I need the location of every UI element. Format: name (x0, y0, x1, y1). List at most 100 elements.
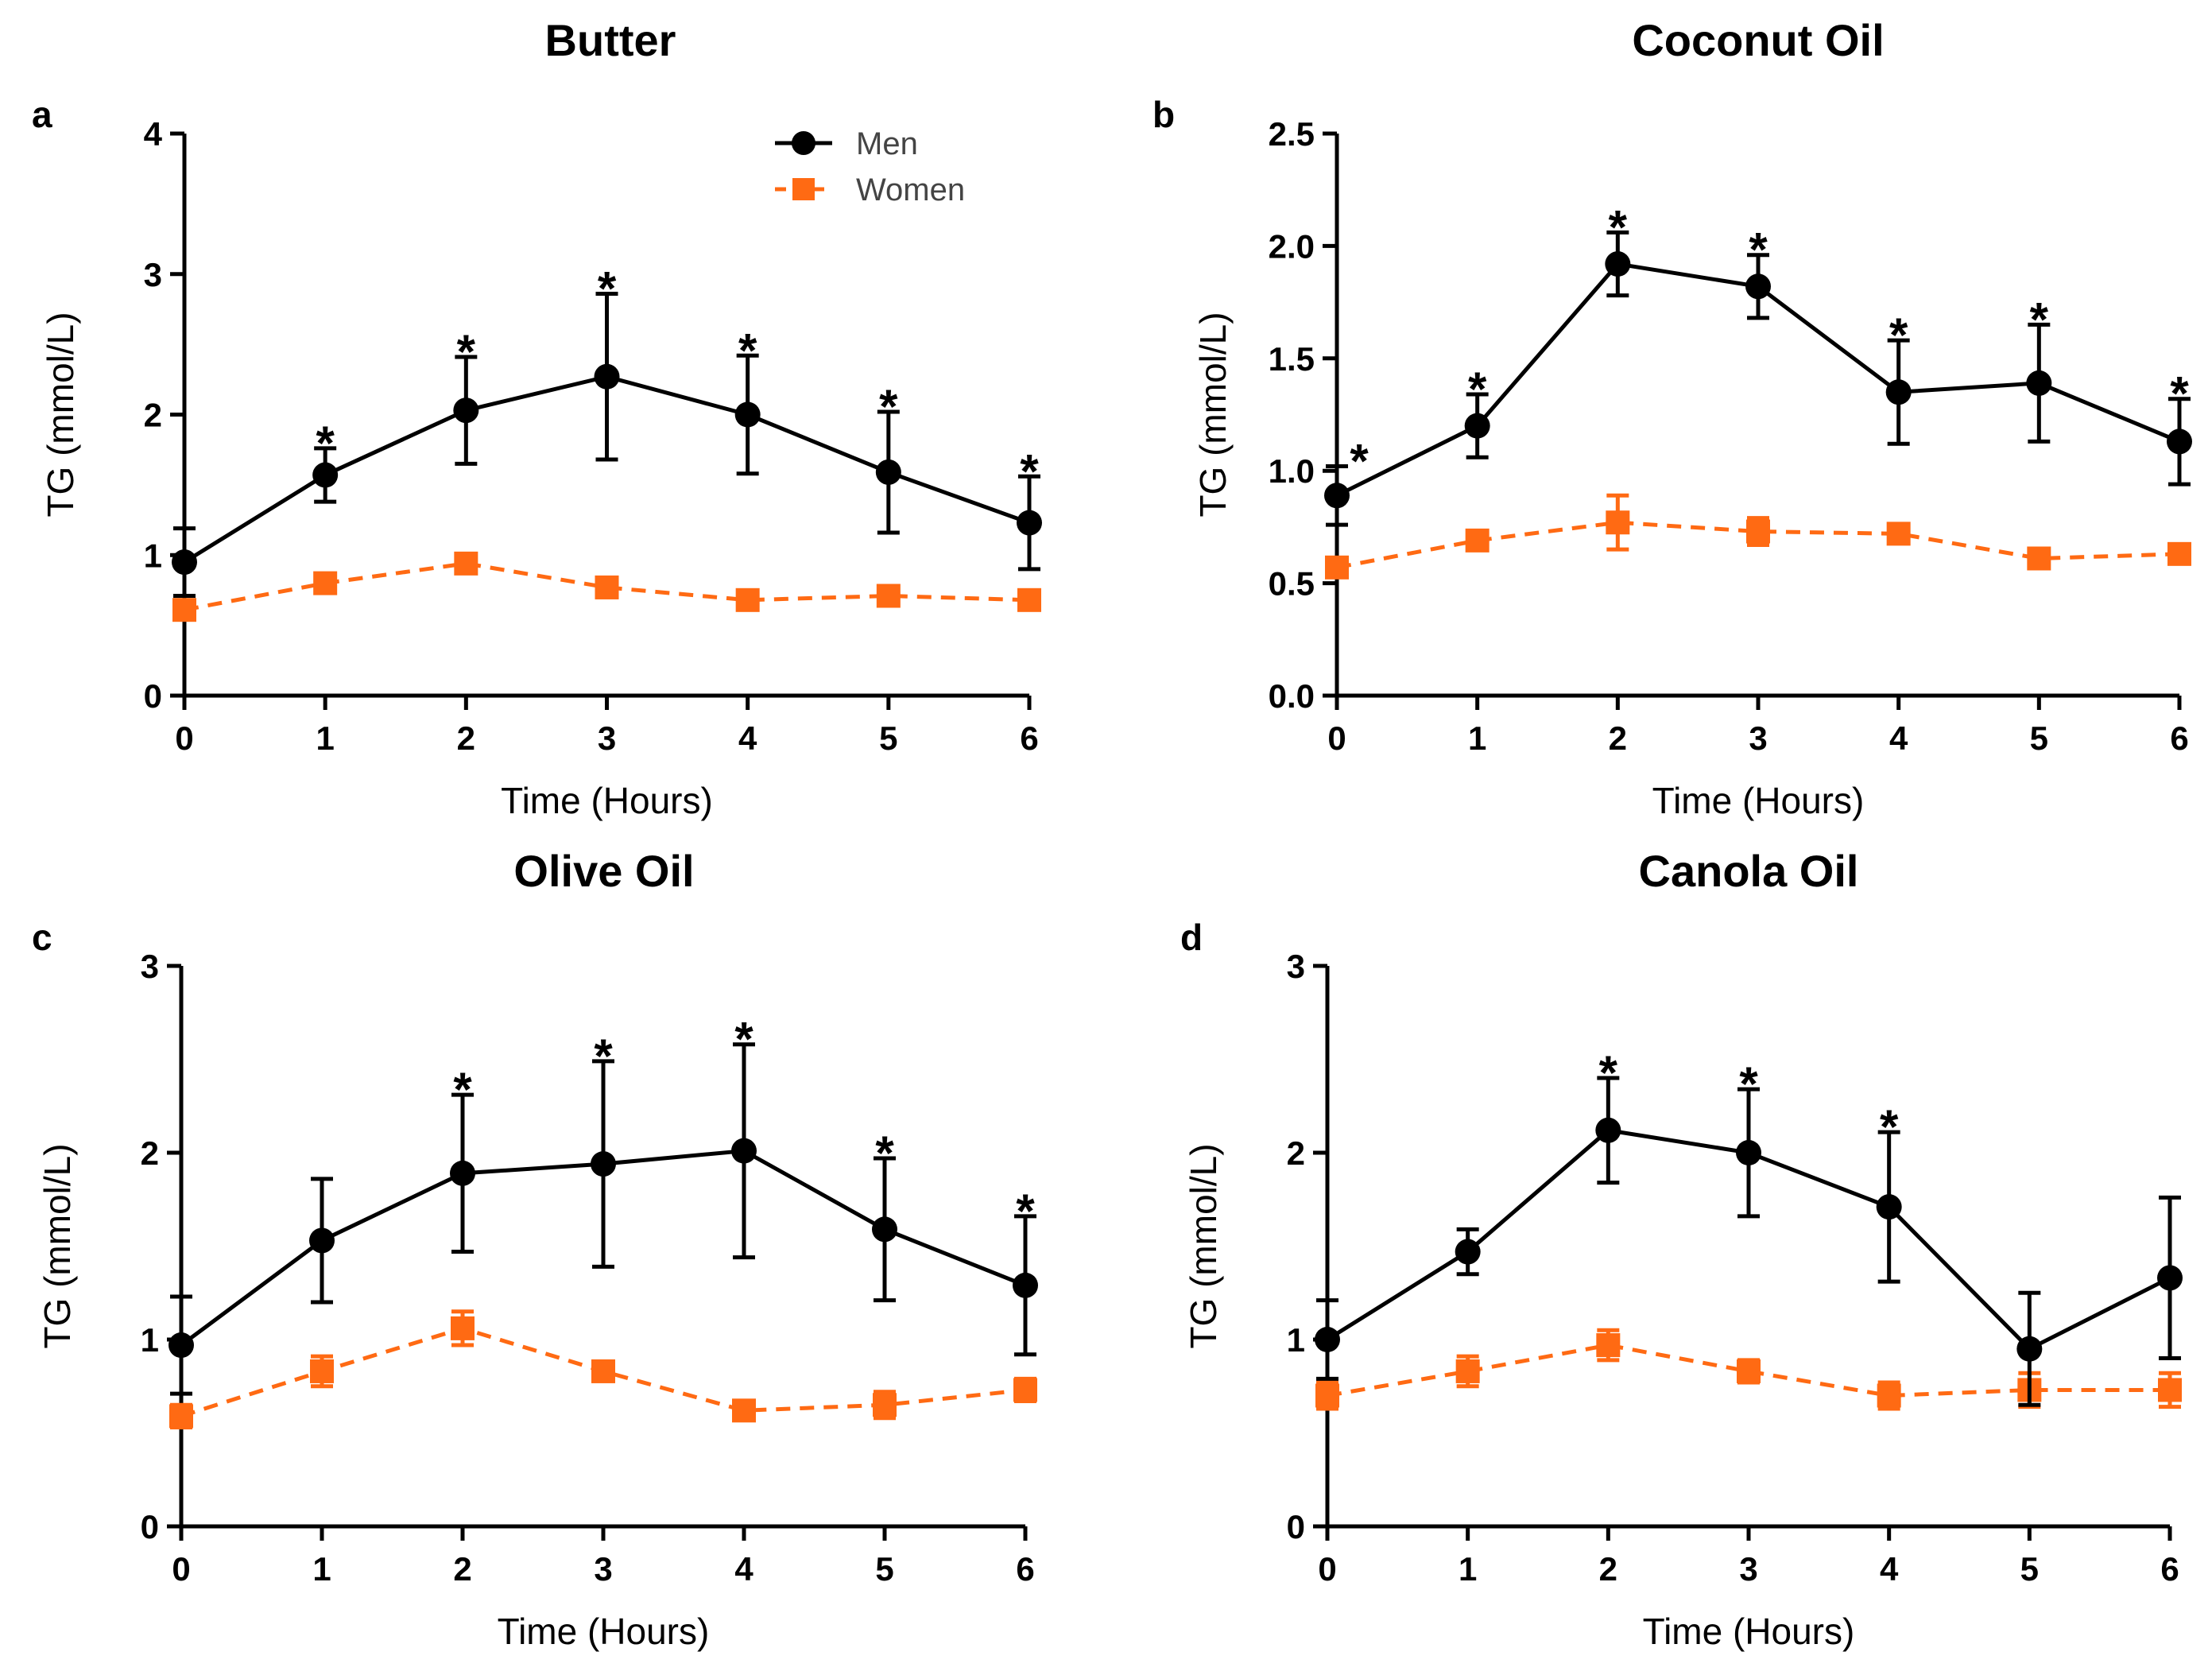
women-data-point (1596, 1333, 1621, 1358)
women-data-point (1746, 519, 1770, 544)
women-data-point (1877, 1383, 1901, 1408)
men-data-point (875, 459, 901, 485)
women-data-point (451, 1316, 475, 1340)
men-data-point (1013, 1272, 1038, 1298)
panel-a: Butter a 0 1 2 3 4 0 1 2 3 4 5 6 Time (Hours) TG (mmol/… (32, 15, 1042, 821)
series-men (1324, 230, 2192, 527)
significance-star: * (594, 1030, 613, 1083)
significance-star: * (738, 324, 757, 377)
women-data-point (595, 575, 619, 599)
x-tick-label: 3 (598, 719, 616, 757)
men-data-point (872, 1216, 897, 1243)
x-tick-label: 2 (1599, 1550, 1617, 1588)
significance-star: * (453, 1063, 472, 1116)
y-tick-label: 2 (144, 397, 162, 434)
series-women (169, 1309, 1037, 1429)
x-tick-label: 0 (172, 1550, 190, 1588)
x-axis-label: Time (Hours) (1643, 1611, 1855, 1652)
men-data-point (731, 1138, 757, 1164)
men-data-point (2016, 1336, 2043, 1362)
y-tick-label: 1 (144, 537, 162, 574)
chart-title: Olive Oil (513, 846, 694, 896)
women-data-point (2167, 541, 2191, 566)
men-data-point (1464, 413, 1490, 439)
men-data-point (453, 397, 479, 424)
legend: Men Women (775, 126, 965, 207)
legend-women-marker (792, 178, 815, 200)
men-data-point (1017, 510, 1042, 536)
men-data-point (1315, 1327, 1340, 1352)
women-data-point (1017, 587, 1041, 612)
y-tick-label: 3 (144, 256, 162, 293)
x-tick-label: 0 (1318, 1550, 1336, 1588)
x-tick-label: 1 (1459, 1550, 1477, 1588)
y-tick-label: 1 (1287, 1321, 1305, 1359)
x-tick-label: 3 (1739, 1550, 1757, 1588)
men-data-point (1324, 483, 1350, 509)
x-tick-label: 3 (1749, 719, 1767, 757)
x-tick-label: 5 (875, 1550, 893, 1588)
significance-star: * (2030, 293, 2049, 346)
y-tick-label: 3 (1287, 948, 1305, 985)
y-tick-label: 0 (144, 677, 162, 715)
women-data-point (169, 1404, 193, 1429)
significance-star: * (1889, 308, 1908, 362)
x-axis-label: Time (Hours) (501, 780, 713, 821)
x-axis-label: Time (Hours) (498, 1611, 710, 1652)
panel-letter: a (32, 94, 52, 135)
y-tick-label: 2 (1287, 1134, 1305, 1172)
x-tick-label: 4 (734, 1550, 753, 1588)
chart-title: Butter (545, 15, 676, 65)
x-tick-label: 2 (453, 1550, 471, 1588)
panel-b: Coconut Oil b 0.0 0.5 1.0 1.5 2.0 2.5 0 1 2 3 4 5 6 Tim… (1152, 15, 2192, 821)
men-data-point (2026, 370, 2052, 396)
y-tick-label: 0.0 (1269, 677, 1315, 715)
panel-letter: d (1180, 917, 1203, 958)
y-axis-label: TG (mmol/L) (37, 1143, 78, 1348)
significance-star: * (457, 325, 476, 378)
men-data-point (1745, 273, 1771, 300)
women-data-point (2158, 1378, 2182, 1402)
women-data-point (1315, 1383, 1339, 1408)
women-data-point (313, 571, 338, 595)
significance-star: * (1350, 435, 1369, 488)
men-data-point (591, 1151, 616, 1177)
legend-women-label: Women (856, 173, 965, 207)
x-tick-label: 1 (316, 719, 334, 757)
legend-men-label: Men (856, 126, 918, 161)
y-axis-label: TG (mmol/L) (40, 312, 81, 517)
x-tick-label: 6 (1016, 1550, 1034, 1588)
women-data-point (454, 551, 478, 576)
women-data-point (310, 1359, 334, 1383)
significance-star: * (316, 417, 335, 470)
significance-star: * (1739, 1057, 1758, 1111)
x-tick-label: 4 (738, 719, 757, 757)
y-tick-label: 2.5 (1269, 115, 1315, 153)
x-tick-label: 3 (594, 1550, 612, 1588)
men-data-point (169, 1332, 194, 1359)
women-data-point (1465, 528, 1490, 553)
men-data-point (1605, 251, 1631, 277)
significance-star: * (598, 262, 617, 315)
significance-star: * (1599, 1046, 1618, 1099)
x-tick-label: 1 (1468, 719, 1486, 757)
significance-star: * (1020, 444, 1039, 498)
men-data-point (1885, 379, 1912, 405)
women-data-point (876, 584, 901, 608)
significance-star: * (875, 1126, 894, 1180)
y-tick-label: 3 (141, 948, 159, 985)
panel-d: Canola Oil d 0 1 2 3 0 1 2 3 4 5 6 Time (Hours) TG (mm… (1180, 846, 2183, 1652)
women-data-point (1737, 1359, 1761, 1383)
x-tick-label: 4 (1880, 1550, 1899, 1588)
series-women (1325, 493, 2191, 580)
x-axis-label: Time (Hours) (1652, 780, 1865, 821)
panel-letter: b (1152, 94, 1175, 135)
y-tick-label: 0 (1287, 1508, 1305, 1545)
women-data-point (1013, 1378, 1037, 1402)
women-data-point (172, 598, 196, 622)
y-axis-label: TG (mmol/L) (1183, 1143, 1224, 1348)
series-women (172, 551, 1041, 622)
men-data-point (312, 462, 339, 488)
x-tick-label: 6 (1020, 719, 1038, 757)
